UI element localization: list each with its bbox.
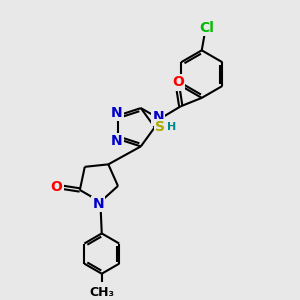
Text: CH₃: CH₃ [89,286,114,299]
Text: O: O [172,76,184,89]
Text: N: N [92,197,104,211]
Text: S: S [155,120,165,134]
Text: N: N [153,110,164,124]
Text: O: O [51,180,63,194]
Text: N: N [111,134,123,148]
Text: N: N [111,106,123,120]
Text: Cl: Cl [199,21,214,35]
Text: H: H [167,122,176,132]
